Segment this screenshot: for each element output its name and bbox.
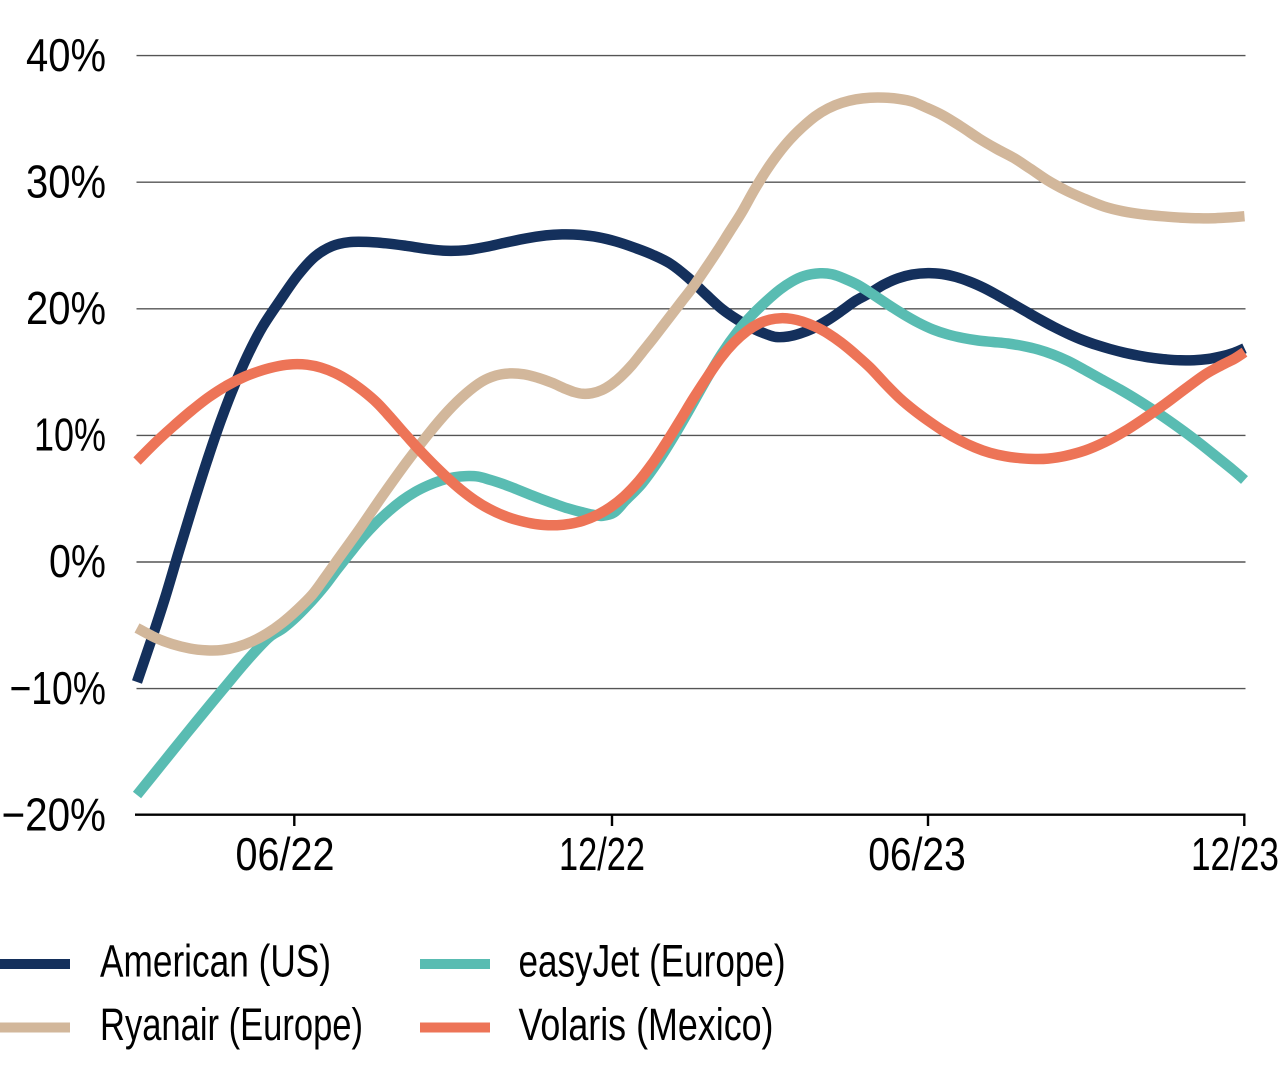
svg-text:30%: 30%	[26, 155, 106, 207]
svg-text:12/22: 12/22	[559, 828, 645, 880]
svg-text:Volaris (Mexico): Volaris (Mexico)	[519, 999, 774, 1050]
svg-text:10%: 10%	[34, 409, 106, 461]
svg-text:06/22: 06/22	[236, 828, 335, 880]
svg-text:40%: 40%	[26, 29, 106, 81]
svg-text:Ryanair (Europe): Ryanair (Europe)	[100, 999, 363, 1050]
svg-text:20%: 20%	[26, 282, 106, 334]
svg-text:−20%: −20%	[2, 788, 107, 840]
svg-text:12/23: 12/23	[1191, 828, 1279, 880]
svg-text:American (US): American (US)	[100, 936, 331, 987]
svg-text:06/23: 06/23	[868, 828, 966, 880]
svg-text:easyJet (Europe): easyJet (Europe)	[519, 936, 786, 987]
svg-text:−10%: −10%	[10, 662, 107, 714]
svg-text:0%: 0%	[49, 535, 106, 587]
